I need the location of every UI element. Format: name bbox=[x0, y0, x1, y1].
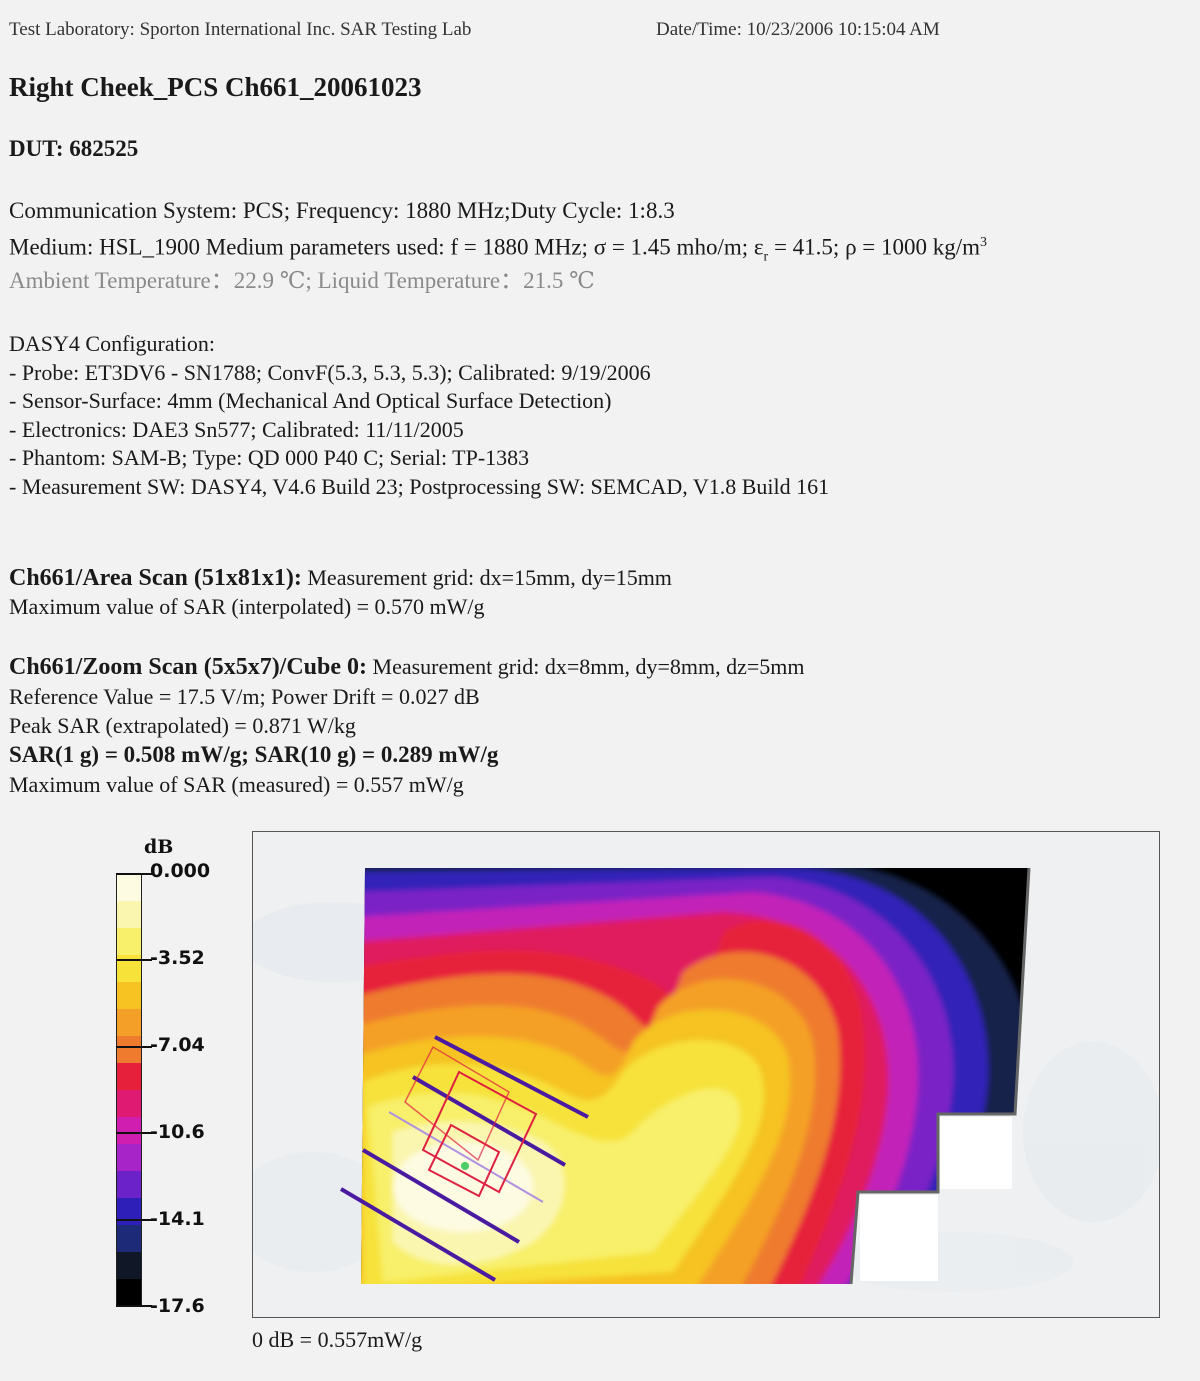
colorbar-tick bbox=[116, 873, 152, 875]
zoom-scan-title: Ch661/Zoom Scan (5x5x7)/Cube 0: Measurem… bbox=[9, 652, 804, 683]
unit-superscript: 3 bbox=[980, 235, 988, 250]
dasy-sensor: - Sensor-Surface: 4mm (Mechanical And Op… bbox=[9, 388, 612, 413]
colorbar-segment bbox=[117, 901, 141, 928]
max-sar-measured: Maximum value of SAR (measured) = 0.557 … bbox=[9, 772, 464, 797]
zoom-scan-label: Ch661/Zoom Scan (5x5x7)/Cube 0: bbox=[9, 654, 368, 680]
zero-db-reference: 0 dB = 0.557mW/g bbox=[252, 1327, 423, 1352]
area-scan-max: Maximum value of SAR (interpolated) = 0.… bbox=[9, 594, 485, 619]
colorbar-label-4: -14.1 bbox=[150, 1208, 205, 1230]
sar-values: SAR(1 g) = 0.508 mW/g; SAR(10 g) = 0.289… bbox=[9, 742, 499, 767]
medium-text-2: = 41.5; ρ = 1000 kg/m bbox=[768, 234, 981, 260]
medium-text: Medium: HSL_1900 Medium parameters used:… bbox=[9, 234, 764, 260]
colorbar-segment bbox=[117, 1009, 141, 1036]
colorbar-segment bbox=[117, 1171, 141, 1198]
colorbar-label-1: -3.52 bbox=[150, 947, 205, 969]
dasy-electronics: - Electronics: DAE3 Sn577; Calibrated: 1… bbox=[9, 417, 464, 442]
date-time: Date/Time: 10/23/2006 10:15:04 AM bbox=[656, 19, 940, 40]
colorbar-tick bbox=[116, 1045, 152, 1048]
dasy-phantom: - Phantom: SAM-B; Type: QD 000 P40 C; Se… bbox=[9, 445, 530, 470]
peak-sar: Peak SAR (extrapolated) = 0.871 W/kg bbox=[9, 713, 356, 738]
colorbar-tick bbox=[116, 1132, 152, 1135]
colorbar-tick bbox=[116, 1218, 152, 1221]
lab-name: Test Laboratory: Sporton International I… bbox=[9, 19, 472, 40]
colorbar-segment bbox=[117, 874, 141, 901]
area-scan-title: Ch661/Area Scan (51x81x1): Measurement g… bbox=[9, 563, 672, 594]
area-scan-grid: Measurement grid: dx=15mm, dy=15mm bbox=[301, 565, 672, 590]
colorbar-segment bbox=[117, 928, 141, 955]
colorbar-segment bbox=[117, 982, 141, 1009]
colorbar-segment bbox=[117, 1090, 141, 1117]
medium-params: Medium: HSL_1900 Medium parameters used:… bbox=[9, 228, 987, 271]
temperatures: Ambient Temperature：22.9 ℃; Liquid Tempe… bbox=[9, 268, 595, 293]
colorbar-tick bbox=[116, 1305, 152, 1307]
colorbar-unit: dB bbox=[144, 836, 174, 858]
sar-distribution-plot bbox=[252, 831, 1160, 1318]
zoom-scan-grid: Measurement grid: dx=8mm, dy=8mm, dz=5mm bbox=[367, 654, 805, 679]
cutout-upper bbox=[940, 1117, 1012, 1189]
colorbar-label-5: -17.6 bbox=[150, 1295, 205, 1317]
dut-id: DUT: 682525 bbox=[9, 136, 139, 161]
cutout-lower bbox=[860, 1195, 938, 1281]
colorbar-label-0: 0.000 bbox=[150, 860, 211, 882]
page-title: Right Cheek_PCS Ch661_20061023 bbox=[9, 72, 422, 102]
dasy-software: - Measurement SW: DASY4, V4.6 Build 23; … bbox=[9, 474, 830, 499]
colorbar bbox=[116, 873, 142, 1307]
colorbar-segment bbox=[117, 1225, 141, 1252]
colorbar-segment bbox=[117, 1117, 141, 1144]
dasy-heading: DASY4 Configuration: bbox=[9, 331, 215, 356]
sar-heatmap bbox=[253, 867, 1159, 1292]
colorbar-tick bbox=[116, 959, 152, 962]
area-scan-label: Ch661/Area Scan (51x81x1): bbox=[9, 565, 302, 591]
colorbar-segment bbox=[117, 1063, 141, 1090]
colorbar-segment bbox=[117, 1279, 141, 1306]
zoom-cube-overlay bbox=[339, 1035, 589, 1282]
colorbar-segment bbox=[117, 1198, 141, 1225]
scan-region-edge bbox=[849, 867, 1031, 1285]
dasy-probe: - Probe: ET3DV6 - SN1788; ConvF(5.3, 5.3… bbox=[9, 360, 651, 385]
epsilon-subscript: r bbox=[763, 249, 769, 265]
colorbar-segment bbox=[117, 1252, 141, 1279]
colorbar-label-2: -7.04 bbox=[150, 1034, 205, 1056]
reference-value: Reference Value = 17.5 V/m; Power Drift … bbox=[9, 684, 480, 709]
comm-system: Communication System: PCS; Frequency: 18… bbox=[9, 198, 675, 223]
colorbar-segment bbox=[117, 1036, 141, 1063]
colorbar-label-3: -10.6 bbox=[150, 1121, 205, 1143]
colorbar-segment bbox=[117, 1144, 141, 1171]
